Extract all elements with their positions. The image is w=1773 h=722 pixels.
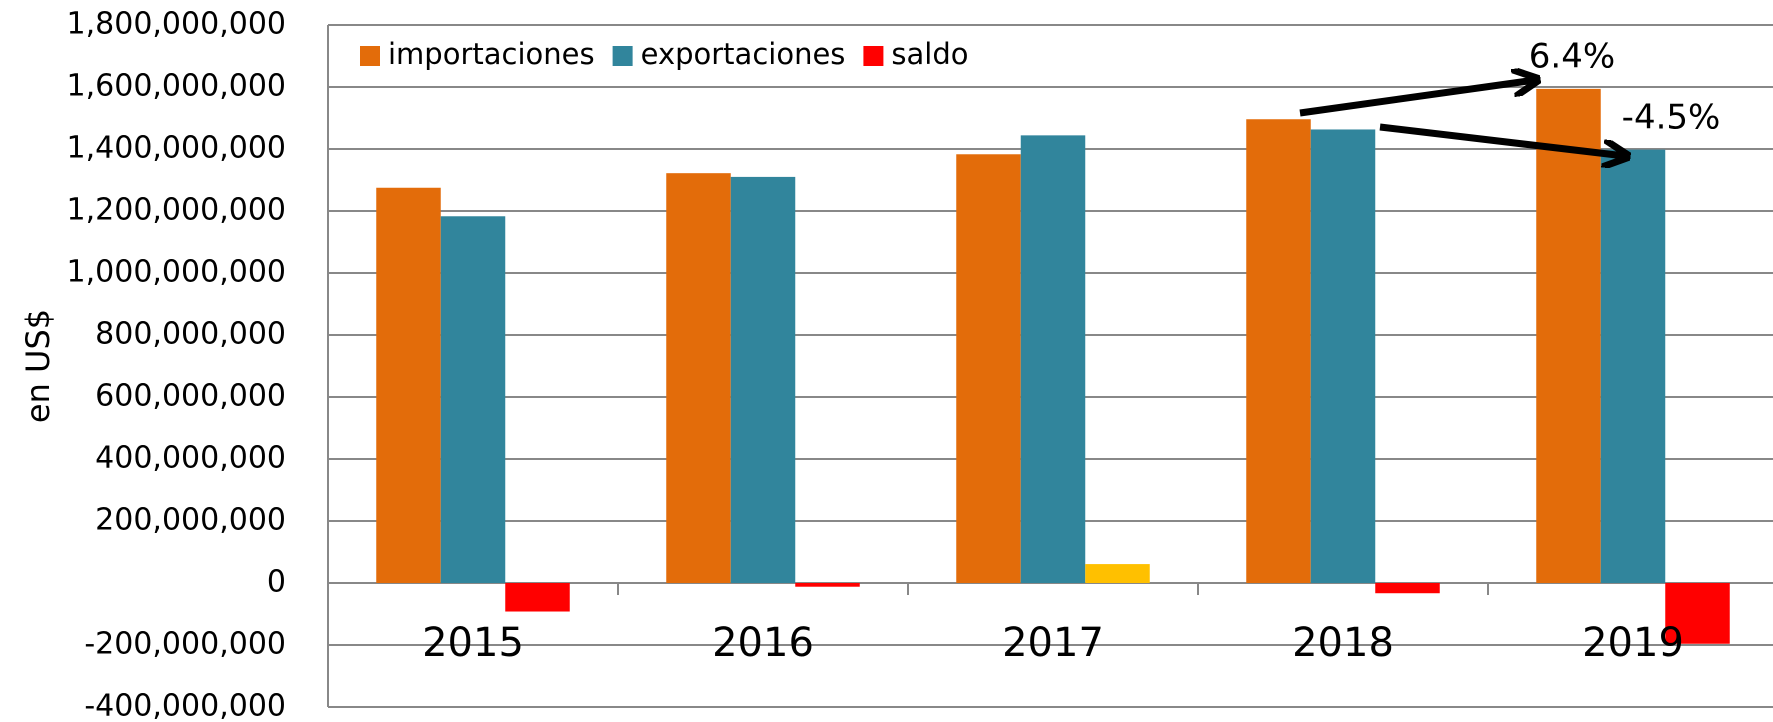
bar <box>1665 583 1730 644</box>
legend-label: importaciones <box>388 37 595 71</box>
y-tick-label: 1,000,000,000 <box>67 255 286 290</box>
bar <box>505 583 570 612</box>
x-tick-label: 2017 <box>1002 620 1104 666</box>
y-tick-label: 0 <box>267 565 286 600</box>
y-tick-label: 200,000,000 <box>95 503 286 538</box>
bar <box>795 583 860 587</box>
legend-label: saldo <box>891 37 968 71</box>
bar <box>1020 135 1086 584</box>
y-tick-label: 1,800,000,000 <box>67 7 286 42</box>
x-tick-label: 2016 <box>712 620 814 666</box>
annotation: 6.4% <box>1529 37 1615 77</box>
legend-label: exportaciones <box>641 37 846 71</box>
bar <box>730 176 796 583</box>
y-tick-label: -200,000,000 <box>84 627 286 662</box>
legend-swatch <box>863 46 884 66</box>
bar <box>1536 88 1601 584</box>
bar <box>1310 129 1376 583</box>
x-tick-label: 2019 <box>1582 620 1684 666</box>
bar <box>1375 583 1440 594</box>
bar <box>1246 119 1311 584</box>
y-tick-label: 800,000,000 <box>95 317 286 352</box>
bar <box>666 173 731 583</box>
bar <box>1085 564 1150 583</box>
bar <box>1600 149 1666 583</box>
x-tick-label: 2018 <box>1292 620 1394 666</box>
arrow <box>1299 80 1535 117</box>
annotation: -4.5% <box>1622 98 1721 138</box>
y-tick-label: 1,400,000,000 <box>67 131 286 166</box>
legend-swatch <box>360 46 380 66</box>
y-tick-label: 1,600,000,000 <box>67 69 286 104</box>
legend-swatch <box>612 46 633 66</box>
bar <box>440 216 506 583</box>
y-tick-label: 400,000,000 <box>95 441 286 476</box>
y-tick-label: 600,000,000 <box>95 379 286 414</box>
arrow <box>1379 123 1625 156</box>
x-tick-label: 2015 <box>422 620 524 666</box>
bar <box>376 187 441 583</box>
y-tick-label: 1,200,000,000 <box>67 193 286 228</box>
y-axis-label: en US$ <box>19 309 57 423</box>
bar <box>956 154 1021 583</box>
y-tick-label: -400,000,000 <box>84 689 286 722</box>
